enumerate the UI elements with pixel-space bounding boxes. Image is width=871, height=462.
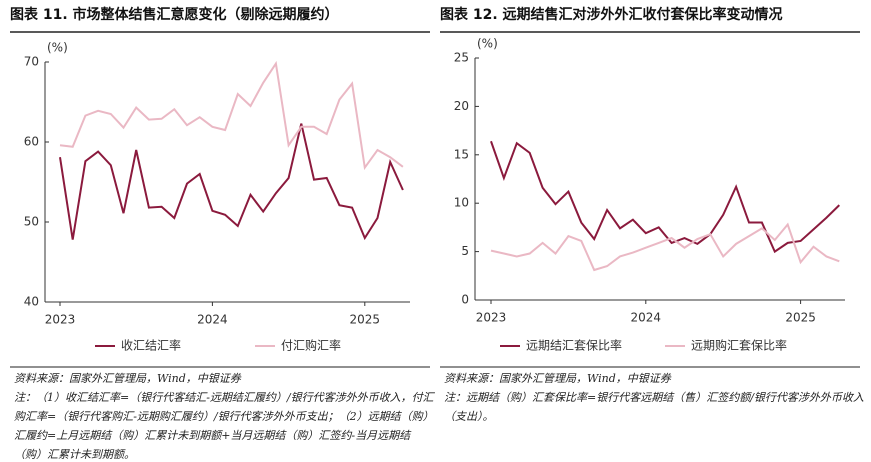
y-tick-label: 20	[454, 99, 469, 113]
y-tick-label: 60	[24, 135, 39, 149]
series-line	[490, 140, 840, 254]
series-line	[59, 60, 404, 171]
legend-label: 收汇结汇率	[121, 338, 181, 353]
x-tick-label: 2025	[785, 311, 816, 325]
chart-title: 图表 11. 市场整体结售汇意愿变化（剔除远期履约）	[10, 6, 339, 23]
source-left: 资料来源：国家外汇管理局，Wind，中银证券	[14, 372, 241, 385]
y-tick-label: 5	[461, 244, 469, 258]
y-tick-label: 15	[454, 147, 469, 161]
y-unit: (%)	[477, 37, 498, 51]
legend-label: 付汇购汇率	[281, 338, 341, 353]
x-tick-label: 2023	[45, 313, 76, 327]
note-right: 注：远期结（购）汇套保比率=银行代客远期结（售）汇签约额/银行代客涉外外币收入（…	[444, 391, 864, 423]
chart-title: 图表 12. 远期结售汇对涉外外汇收付套保比率变动情况	[440, 6, 783, 23]
note-left: 注：（1）收汇结汇率=（银行代客结汇-远期结汇履约）/银行代客涉外外币收入，付汇…	[14, 391, 434, 461]
y-tick-label: 25	[454, 51, 469, 65]
y-unit: (%)	[47, 41, 68, 55]
legend-label: 远期购汇套保比率	[691, 338, 787, 353]
x-tick-label: 2024	[631, 311, 662, 325]
series-line	[490, 222, 840, 272]
x-tick-label: 2025	[350, 313, 381, 327]
source-right: 资料来源：国家外汇管理局，Wind，中银证券	[444, 372, 671, 385]
y-tick-label: 50	[24, 215, 39, 229]
x-tick-label: 2023	[476, 311, 507, 325]
legend-label: 远期结汇套保比率	[526, 338, 622, 353]
y-tick-label: 10	[454, 196, 469, 210]
x-tick-label: 2024	[197, 313, 228, 327]
y-tick-label: 40	[24, 295, 39, 309]
y-tick-label: 0	[461, 293, 469, 307]
series-line	[59, 123, 404, 241]
y-tick-label: 70	[24, 55, 39, 69]
